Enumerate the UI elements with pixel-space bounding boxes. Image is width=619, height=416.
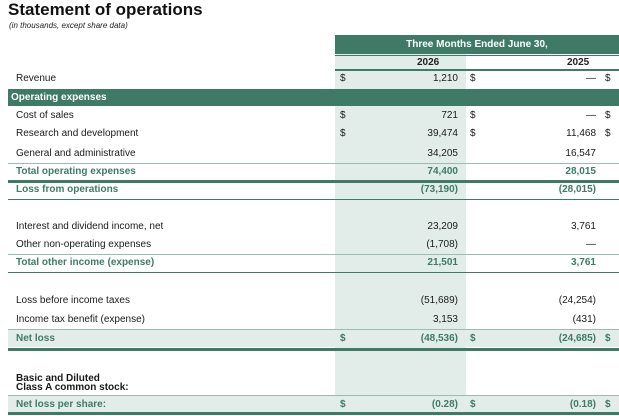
dollar-sign: $ (470, 399, 476, 410)
value-2026: (0.28) (431, 399, 458, 410)
row-loss-before-income-taxes: Loss before income taxes (51,689) (24,25… (8, 292, 619, 310)
row-label: Net loss per share: (16, 399, 107, 410)
dollar-sign: $ (340, 110, 346, 121)
value-2025: 11,468 (566, 128, 596, 139)
value-2025: — (586, 239, 596, 250)
section-operating-expenses: Operating expenses (8, 89, 619, 106)
value-2026: 34,205 (427, 148, 458, 159)
value-2025: 3,761 (570, 257, 596, 268)
value-2025: — (586, 110, 596, 121)
row-label: Research and development (16, 128, 139, 139)
value-2025: 28,015 (565, 166, 596, 177)
value-2025: (0.18) (569, 399, 596, 410)
page-subtitle: (in thousands, except share data) (9, 21, 128, 30)
class-a-common-stock-label: Class A common stock: (16, 382, 129, 393)
value-2026: 721 (441, 110, 458, 121)
row-cost-of-sales: Cost of sales $ 721 $ — $ (8, 107, 619, 125)
value-2026: (51,689) (420, 295, 458, 306)
row-net-loss-per-share: Net loss per share: $ (0.28) $ (0.18) $ (8, 396, 619, 414)
basic-and-diluted-label: Basic and Diluted (16, 373, 100, 384)
value-2026: 21,501 (427, 257, 458, 268)
row-label: Total other income (expense) (16, 257, 155, 268)
dollar-sign: $ (340, 73, 346, 84)
dollar-sign: $ (470, 110, 476, 121)
row-label: Other non-operating expenses (16, 239, 152, 250)
dollar-sign: $ (605, 399, 611, 410)
divider (8, 348, 619, 351)
dollar-sign: $ (605, 128, 611, 139)
dollar-sign: $ (340, 333, 346, 344)
row-research-and-development: Research and development $ 39,474 $ 11,4… (8, 125, 619, 143)
net-loss-shade (8, 330, 619, 347)
divider (8, 272, 619, 273)
row-interest-and-dividend-income: Interest and dividend income, net 23,209… (8, 218, 619, 236)
row-label: Interest and dividend income, net (16, 221, 164, 232)
row-label: Income tax benefit (expense) (16, 314, 145, 325)
row-label: Total operating expenses (16, 166, 136, 177)
value-2025: (431) (572, 314, 596, 325)
divider (8, 163, 619, 164)
row-total-other-income: Total other income (expense) 21,501 3,76… (8, 254, 619, 272)
header-divider (335, 55, 619, 56)
page-title: Statement of operations (8, 0, 203, 19)
divider (8, 395, 619, 396)
value-2025: — (586, 73, 596, 84)
value-2026: 74,400 (427, 166, 458, 177)
dollar-sign: $ (470, 333, 476, 344)
header-bottom-rule (335, 69, 619, 71)
dollar-sign: $ (605, 110, 611, 121)
value-2026: 3,153 (432, 314, 458, 325)
year-2025-header: 2025 (567, 57, 590, 68)
value-2026: 23,209 (427, 221, 458, 232)
row-general-and-administrative: General and administrative 34,205 16,547 (8, 145, 619, 163)
year-2026-header: 2026 (417, 57, 440, 68)
value-2026: (1,708) (426, 239, 458, 250)
divider (8, 180, 619, 183)
divider (8, 329, 619, 330)
row-label: Loss before income taxes (16, 295, 130, 306)
dollar-sign: $ (340, 399, 346, 410)
divider (8, 412, 619, 415)
row-other-non-operating-expenses: Other non-operating expenses (1,708) — (8, 236, 619, 254)
row-loss-from-operations: Loss from operations (73,190) (28,015) (8, 181, 619, 199)
dollar-sign: $ (340, 128, 346, 139)
section-label: Operating expenses (11, 92, 107, 103)
value-2026: (48,536) (420, 333, 458, 344)
value-2026: (73,190) (420, 184, 458, 195)
value-2026: 39,474 (427, 128, 458, 139)
row-label: Loss from operations (16, 184, 119, 195)
value-2025: (24,254) (558, 295, 596, 306)
value-2025: (28,015) (558, 184, 596, 195)
divider (8, 254, 619, 255)
value-2025: 16,547 (565, 148, 596, 159)
row-label: Cost of sales (16, 110, 74, 121)
row-revenue: Revenue $ 1,210 $ — $ (8, 70, 619, 88)
row-label: General and administrative (16, 148, 136, 159)
row-income-tax-benefit: Income tax benefit (expense) 3,153 (431) (8, 311, 619, 329)
dollar-sign: $ (605, 73, 611, 84)
period-header: Three Months Ended June 30, (335, 35, 619, 54)
dollar-sign: $ (470, 128, 476, 139)
row-total-operating-expenses: Total operating expenses 74,400 28,015 (8, 163, 619, 181)
divider (8, 199, 619, 200)
dollar-sign: $ (605, 333, 611, 344)
eps-shade (8, 396, 619, 413)
value-2026: 1,210 (432, 73, 458, 84)
row-net-loss: Net loss $ (48,536) $ (24,685) $ (8, 330, 619, 348)
row-label: Revenue (16, 73, 57, 84)
value-2025: (24,685) (558, 333, 596, 344)
dollar-sign: $ (470, 73, 476, 84)
row-label: Net loss (16, 333, 55, 344)
value-2025: 3,761 (570, 221, 596, 232)
